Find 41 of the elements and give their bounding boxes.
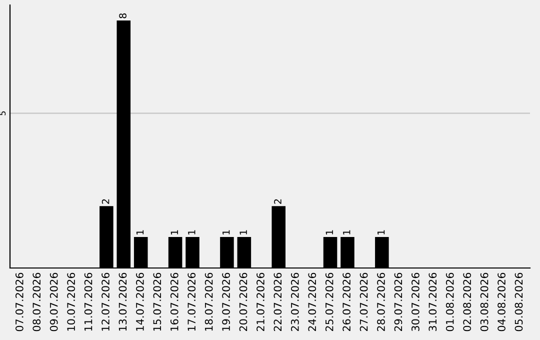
x-tick-label: 08.07.2026 [32,272,41,332]
data-label: 1 [240,230,247,234]
x-tick-label: 20.07.2026 [239,272,248,332]
x-tick-label: 12.07.2026 [102,272,110,331]
x-tick-label: 17.07.2026 [188,272,196,331]
x-tick-label: 04.08.2026 [498,272,506,332]
data-label: 1 [136,230,144,234]
x-tick-label: 16.07.2026 [170,272,178,331]
x-tick-label: 10.07.2026 [67,272,76,331]
x-tick-label: 18.07.2026 [204,272,213,331]
x-tick-label: 23.07.2026 [290,272,299,332]
data-label: 1 [188,230,196,234]
data-label: 1 [222,230,230,234]
x-tick-label: 21.07.2026 [256,272,264,332]
data-label: 1 [343,230,350,234]
x-tick-label: 19.07.2026 [222,272,230,331]
x-tick-label: 01.08.2026 [446,272,454,332]
data-label: 8 [119,13,126,18]
x-tick-label: 22.07.2026 [274,272,282,332]
x-tick-label: 02.08.2026 [463,272,472,332]
x-tick-label: 05.08.2026 [514,272,523,332]
x-tick-label: 11.07.2026 [84,272,92,331]
x-tick-label: 31.07.2026 [428,272,437,332]
x-tick-label: 09.07.2026 [50,272,58,332]
data-label: 2 [274,199,282,204]
x-tick-label: 13.07.2026 [118,272,127,331]
data-label: 1 [170,230,178,234]
data-label: 1 [326,230,333,234]
x-tick-label: 26.07.2026 [342,272,351,332]
x-tick-label: 30.07.2026 [412,272,420,332]
x-tick-label: 14.07.2026 [136,272,144,331]
x-tick-label: 27.07.2026 [360,272,368,332]
x-tick-label: 07.07.2026 [15,272,24,332]
x-tick-label: 28.07.2026 [377,272,385,332]
data-label: 2 [102,199,110,204]
x-tick-label: 03.08.2026 [480,272,488,332]
x-tick-label: 25.07.2026 [325,272,334,332]
x-tick-label: 24.07.2026 [308,272,316,332]
x-tick-label: 15.07.2026 [153,272,162,331]
x-tick-label: 29.07.2026 [394,272,402,332]
data-label: 1 [378,230,385,234]
